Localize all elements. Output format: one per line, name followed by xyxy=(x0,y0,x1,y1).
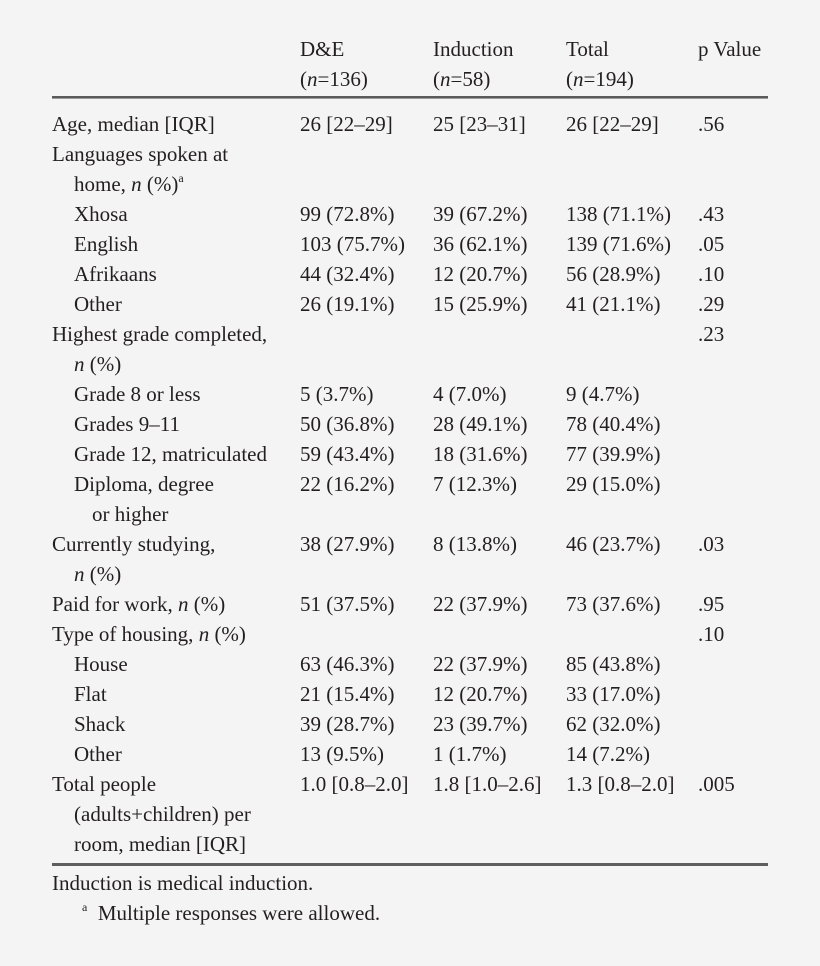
note-induction: Induction is medical induction. xyxy=(52,871,314,895)
column-header-total: Total (n=194) xyxy=(566,37,634,91)
table-row-afrikaans: Afrikaans 44 (32.4%) 12 (20.7%) 56 (28.9… xyxy=(74,262,725,286)
table-row-paid-for-work: Paid for work, n (%) 51 (37.5%) 22 (37.9… xyxy=(52,592,725,616)
table-row-shack: Shack 39 (28.7%) 23 (39.7%) 62 (32.0%) xyxy=(74,712,661,736)
table-row-grade-header: Highest grade completed, n (%) .23 xyxy=(52,322,725,376)
demographics-table: D&E (n=136) Induction (n=58) Total (n=19… xyxy=(52,34,768,866)
table-row-grades-9-11: Grades 9–11 50 (36.8%) 28 (49.1%) 78 (40… xyxy=(74,412,661,436)
table-row-people-per-room: Total people (adults+children) per room,… xyxy=(52,772,735,856)
footnote-a: a Multiple responses were allowed. xyxy=(82,900,381,925)
bottom-rule xyxy=(52,863,768,866)
table-row-grade-12: Grade 12, matriculated 59 (43.4%) 18 (31… xyxy=(74,442,661,466)
table-row-age: Age, median [IQR] 26 [22–29] 25 [23–31] … xyxy=(52,112,725,136)
table-row-grade-8: Grade 8 or less 5 (3.7%) 4 (7.0%) 9 (4.7… xyxy=(74,382,640,406)
column-header-p-value: p Value xyxy=(698,37,762,61)
table-row-flat: Flat 21 (15.4%) 12 (20.7%) 33 (17.0%) xyxy=(74,682,661,706)
table-row-xhosa: Xhosa 99 (72.8%) 39 (67.2%) 138 (71.1%) … xyxy=(74,202,725,226)
table-row-english: English 103 (75.7%) 36 (62.1%) 139 (71.6… xyxy=(74,232,725,256)
table-body: Age, median [IQR] 26 [22–29] 25 [23–31] … xyxy=(52,99,768,863)
table-row-house: House 63 (46.3%) 22 (37.9%) 85 (43.8%) xyxy=(74,652,661,676)
footnote-marker: a xyxy=(178,171,184,185)
header-rule xyxy=(52,96,768,99)
column-header-de: D&E (n=136) xyxy=(300,37,368,91)
table-notes: Induction is medical induction. a Multip… xyxy=(52,868,380,928)
table-row-housing-header: Type of housing, n (%) .10 xyxy=(52,622,725,646)
table-row-language-other: Other 26 (19.1%) 15 (25.9%) 41 (21.1%) .… xyxy=(74,292,725,316)
table-header: D&E (n=136) Induction (n=58) Total (n=19… xyxy=(52,34,768,96)
table-row-diploma: Diploma, degree or higher 22 (16.2%) 7 (… xyxy=(74,472,661,526)
table-row-languages-header: Languages spoken at home, n (%)a xyxy=(52,142,229,196)
column-header-induction: Induction (n=58) xyxy=(433,37,514,91)
table-row-housing-other: Other 13 (9.5%) 1 (1.7%) 14 (7.2%) xyxy=(74,742,650,766)
table-row-currently-studying: Currently studying, n (%) 38 (27.9%) 8 (… xyxy=(52,532,725,586)
